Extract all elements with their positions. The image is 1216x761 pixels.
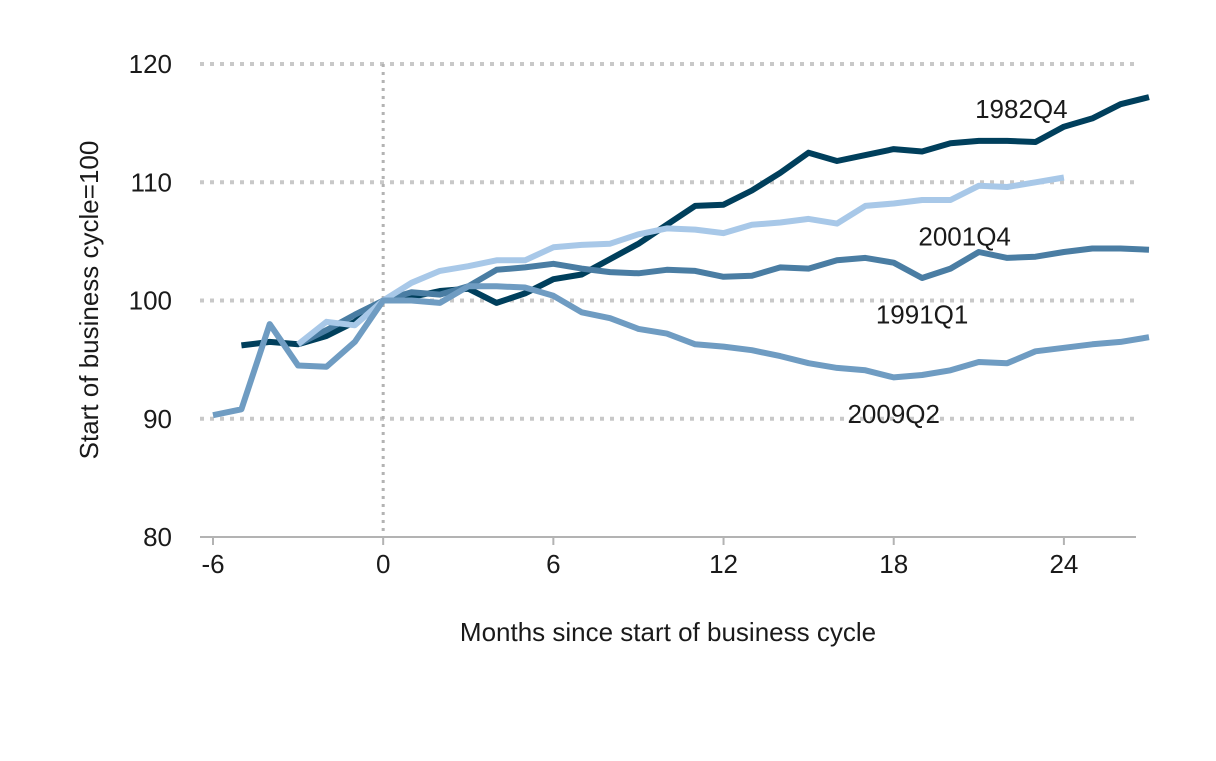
y-tick-labels: 80 90 100 110 120 xyxy=(129,49,172,552)
y-tick-label: 90 xyxy=(143,404,172,434)
series-line-1991q1 xyxy=(296,245,1150,347)
series-label-2001q4: 2001Q4 xyxy=(918,222,1011,252)
series-line-2009q2 xyxy=(212,283,1150,419)
series-label-1982q4: 1982Q4 xyxy=(975,94,1068,124)
y-tick-label: 110 xyxy=(131,167,172,197)
y-tick-label: 100 xyxy=(129,286,172,316)
series-lines xyxy=(212,94,1150,419)
x-axis xyxy=(200,536,1136,545)
x-tick-label: 0 xyxy=(376,549,390,579)
series-line-2001q4 xyxy=(296,174,1065,347)
x-tick-label: 6 xyxy=(546,549,560,579)
series-label-2009q2: 2009Q2 xyxy=(847,399,940,429)
y-gridlines xyxy=(200,62,1136,421)
x-tick-label: 12 xyxy=(709,549,738,579)
y-tick-label: 80 xyxy=(143,522,172,552)
x-tick-label: 18 xyxy=(879,549,908,579)
x-tick-label: -6 xyxy=(201,549,224,579)
series-annotations: 1982Q4 2001Q4 1991Q1 2009Q2 xyxy=(847,94,1067,429)
x-tick-labels: -6 0 6 12 18 24 xyxy=(201,549,1078,579)
x-axis-title: Months since start of business cycle xyxy=(460,617,876,647)
y-tick-label: 120 xyxy=(129,49,172,79)
series-label-1991q1: 1991Q1 xyxy=(876,300,969,330)
x-tick-label: 24 xyxy=(1049,549,1078,579)
y-axis-title: Start of business cycle=100 xyxy=(74,141,104,460)
